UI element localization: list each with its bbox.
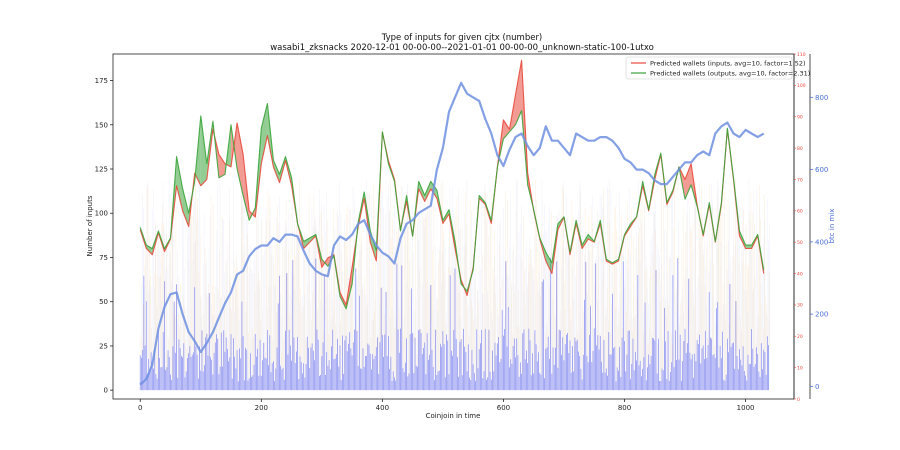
y2-tick-label: 600: [815, 166, 828, 174]
fill-segment: [273, 160, 280, 183]
series-line-1: [139, 102, 765, 310]
fill-segment: [745, 245, 752, 249]
y-tick-label: 125: [95, 166, 108, 174]
legend: Predicted wallets (inputs, avg=10, facto…: [625, 56, 810, 80]
y3-tick-label: 80: [797, 146, 803, 152]
fill-segment: [200, 115, 207, 186]
fill-segment: [545, 252, 552, 274]
y3-tick-label: 40: [797, 271, 803, 277]
fill-segment: [685, 163, 692, 200]
y2-tick-label: 800: [815, 94, 828, 102]
series-line-2: [139, 81, 765, 386]
series-lines: [139, 59, 765, 386]
y3-tick-label: 90: [797, 115, 803, 121]
legend-box: [625, 56, 793, 80]
fill-segment: [176, 156, 183, 211]
fill-segment: [182, 188, 189, 227]
legend-label-inputs: Predicted wallets (inputs, avg=10, facto…: [650, 60, 806, 68]
y3-tick-label: 110: [797, 52, 806, 58]
y2-axis-label: btc in mix: [828, 209, 836, 244]
fill-segment: [515, 60, 522, 125]
fill-segment: [303, 238, 310, 249]
y-tick-label: 100: [95, 210, 108, 218]
fill-segment: [418, 181, 425, 202]
fill-segment: [237, 123, 244, 196]
legend-label-outputs: Predicted wallets (outputs, avg=10, fact…: [650, 70, 810, 78]
fill-segment: [424, 181, 431, 202]
x-axis: 0 200 400 600 800 1000: [138, 399, 754, 412]
y-tick-label: 75: [99, 254, 108, 262]
y3-tick-label: 10: [797, 365, 803, 371]
y3-tick-label: 100: [797, 83, 806, 89]
y3-tick-label: 20: [797, 334, 803, 340]
y3-tick-label: 30: [797, 303, 803, 309]
chart-title: Type of inputs for given cjtx (number): [381, 33, 543, 43]
fill-segment: [503, 119, 510, 139]
y-axis-right-outer: 0 200 400 600 800: [810, 94, 828, 391]
fill-segment: [321, 257, 328, 268]
y-axis-left: 0 25 50 75 100 125 150 175: [95, 77, 113, 395]
y-tick-label: 0: [104, 387, 108, 395]
x-tick-label: 400: [376, 404, 389, 412]
y-tick-label: 175: [95, 77, 108, 85]
fill-segment: [146, 245, 153, 255]
y3-tick-label: 50: [797, 240, 803, 246]
y-axis-label: Number of inputs: [86, 195, 94, 256]
x-tick-label: 600: [497, 404, 510, 412]
y2-tick-label: 200: [815, 311, 828, 319]
y-tick-label: 150: [95, 121, 108, 129]
chart-subtitle: wasabi1_zksnacks 2020-12-01 00-00-00--20…: [270, 43, 654, 53]
y3-tick-label: 0: [797, 397, 800, 403]
y2-tick-label: 0: [815, 383, 819, 391]
y3-tick-label: 70: [797, 177, 803, 183]
fill-segment: [218, 154, 225, 178]
y3-tick-label: 60: [797, 209, 803, 215]
x-tick-label: 200: [255, 404, 268, 412]
y2-tick-label: 400: [815, 238, 828, 246]
fill-segment: [261, 103, 268, 164]
y-tick-label: 25: [99, 342, 108, 350]
x-tick-label: 0: [138, 404, 142, 412]
x-tick-label: 800: [618, 404, 631, 412]
y-axis-right-inner: 0 10 20 30 40 50 60 70 80 90 100 110: [794, 52, 806, 403]
x-tick-label: 1000: [737, 404, 755, 412]
y-tick-label: 50: [99, 298, 108, 306]
x-axis-label: Coinjoin in time: [426, 412, 481, 420]
